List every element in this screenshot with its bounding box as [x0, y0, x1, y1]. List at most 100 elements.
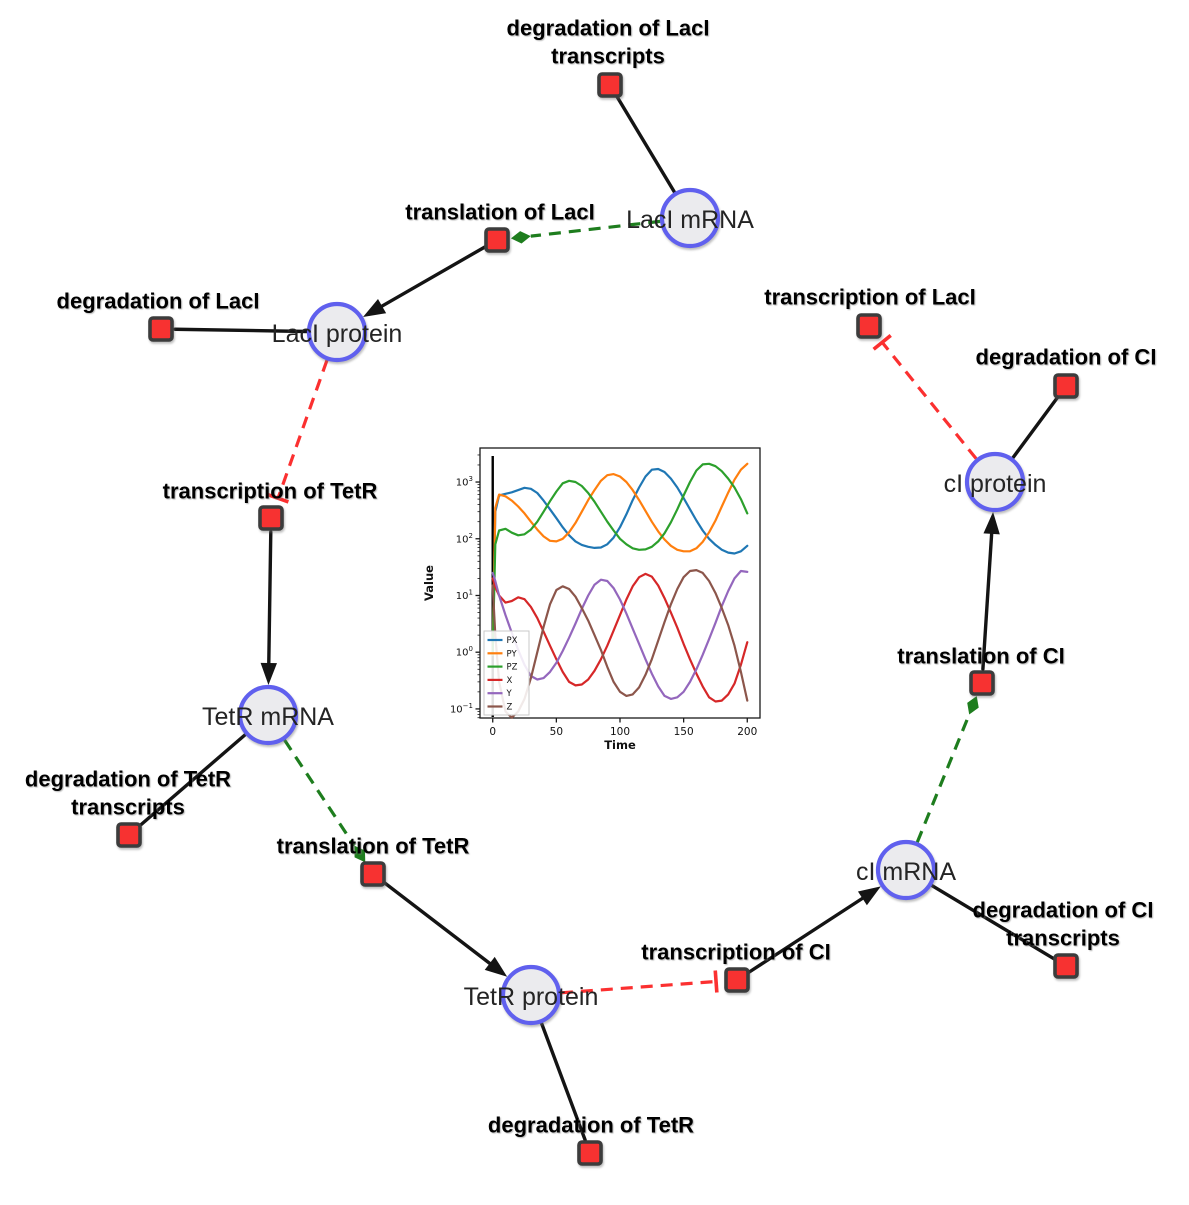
diamond-arrowhead-icon — [967, 695, 979, 715]
chart: 0 50 100 150 20010−1100101102103TimeValuePXP… — [422, 428, 777, 770]
tbar-inhibition-icon — [267, 492, 289, 504]
series-line-Z — [491, 569, 749, 719]
series-line-X — [491, 572, 749, 703]
arrowhead-icon — [484, 956, 508, 977]
x-tick-label: 0 — [489, 726, 496, 738]
arrowhead-icon — [983, 511, 1000, 535]
tbar-inhibition-icon — [713, 970, 719, 993]
edge-production-translation-of-laci — [363, 245, 487, 318]
reaction-label-degradation-of-tetr-transcripts: transcripts — [71, 795, 185, 820]
species-node-laci-mrna — [659, 187, 721, 249]
edge-consumption-degradation-of-tetr-transcripts — [137, 732, 247, 828]
chart-legend: PX PY PZ XYZ — [483, 630, 530, 716]
species-node-laci-protein — [306, 301, 368, 363]
edge-consumption-degradation-of-ci-transcripts — [930, 883, 1056, 961]
edge-consumption-degradation-of-laci — [173, 327, 309, 334]
reaction-label-degradation-of-tetr-transcripts: degradation of TetR — [25, 767, 231, 792]
series-line-Y — [491, 569, 749, 700]
edge-production-translation-of-tetr — [382, 880, 508, 977]
reaction-label-translation-of-ci: translation of CI — [897, 644, 1064, 669]
reaction-label-translation-of-tetr: translation of TetR — [277, 834, 470, 859]
edge-consumption-degradation-of-laci-transcripts — [615, 95, 677, 194]
reaction-node-degradation-of-laci — [148, 316, 174, 342]
edge-inhibition-transcription-of-ci — [560, 970, 719, 995]
reaction-node-transcription-of-laci — [856, 313, 882, 339]
reaction-node-translation-of-laci — [484, 227, 510, 253]
reaction-label-degradation-of-laci-transcripts: degradation of LacI — [507, 16, 710, 41]
species-node-tetr-protein — [500, 964, 562, 1026]
legend-label: Y — [506, 689, 513, 699]
x-tick-label: 50 — [550, 726, 563, 738]
reaction-label-degradation-of-ci: degradation of CI — [976, 345, 1157, 370]
edge-consumption-degradation-of-tetr — [539, 1021, 587, 1142]
x-tick-label: 100 — [610, 726, 630, 738]
y-tick-label: 100 — [456, 645, 473, 659]
x-axis-label: Time — [604, 738, 636, 752]
series-line-PX — [491, 467, 749, 656]
legend-label: Z — [507, 703, 513, 713]
series-line-PZ — [491, 462, 749, 656]
reaction-node-transcription-of-ci — [724, 967, 750, 993]
reaction-node-degradation-of-tetr-transcripts — [116, 822, 142, 848]
reaction-node-degradation-of-ci-transcripts — [1053, 953, 1079, 979]
reaction-label-degradation-of-ci-transcripts: degradation of CI — [973, 898, 1154, 923]
x-axis: 0 50 100 150 200 — [489, 718, 757, 738]
reaction-label-degradation-of-laci: degradation of LacI — [57, 289, 260, 314]
species-node-layer — [237, 187, 1026, 1026]
tbar-inhibition-icon — [872, 334, 892, 351]
arrowhead-icon — [260, 662, 277, 686]
reaction-node-transcription-of-tetr — [258, 505, 284, 531]
species-label-laci-mrna: LacI mRNA — [626, 206, 754, 234]
edge-activation-translation-of-ci — [915, 695, 979, 843]
x-tick-label: 150 — [674, 726, 694, 738]
y-tick-label: 102 — [456, 532, 473, 546]
edge-layer — [137, 95, 1060, 1142]
species-node-ci-mrna — [875, 839, 937, 901]
diamond-arrowhead-icon — [354, 845, 366, 863]
arrowhead-icon — [857, 886, 881, 906]
reaction-label-transcription-of-tetr: transcription of TetR — [163, 479, 378, 504]
legend-box — [483, 630, 530, 716]
species-label-laci-protein: LacI protein — [272, 320, 403, 348]
reaction-label-degradation-of-ci-transcripts: transcripts — [1006, 926, 1120, 951]
reaction-node-translation-of-tetr — [360, 861, 386, 887]
reaction-label-transcription-of-ci: transcription of CI — [641, 940, 830, 965]
legend-label: PY — [507, 649, 518, 659]
x-tick-label: 200 — [737, 726, 757, 738]
series-line-PY — [491, 462, 749, 656]
edge-production-translation-of-ci — [981, 511, 1000, 671]
y-tick-label: 10−1 — [450, 702, 473, 716]
species-label-tetr-mrna: TetR mRNA — [202, 703, 334, 731]
y-axis: 10−1 100 101 102 103 — [450, 454, 480, 719]
species-label-tetr-protein: TetR protein — [464, 983, 599, 1011]
species-label-ci-mrna: cI mRNA — [856, 858, 956, 886]
species-label-ci-protein: cI protein — [944, 470, 1047, 498]
reaction-node-degradation-of-tetr — [577, 1140, 603, 1166]
species-node-tetr-mrna — [237, 684, 299, 746]
legend-label: PX — [507, 636, 518, 646]
reaction-node-translation-of-ci — [969, 670, 995, 696]
edge-inhibition-transcription-of-laci — [872, 334, 978, 460]
legend-label: X — [507, 676, 513, 686]
edge-inhibition-transcription-of-tetr — [267, 359, 329, 504]
arrowhead-icon — [363, 298, 387, 318]
reaction-node-degradation-of-laci-transcripts — [597, 72, 623, 98]
y-tick-label: 101 — [456, 588, 473, 602]
reaction-node-layer — [116, 72, 1079, 1166]
label-layer: degradation of LacI transcripts translatio… — [25, 16, 1157, 1138]
edge-production-transcription-of-ci — [747, 886, 881, 975]
reaction-label-transcription-of-laci: transcription of LacI — [764, 285, 975, 310]
reaction-label-degradation-of-laci-transcripts: transcripts — [551, 44, 665, 69]
edge-activation-translation-of-laci — [510, 219, 661, 244]
reaction-label-translation-of-laci: translation of LacI — [405, 200, 594, 225]
edge-consumption-degradation-of-ci — [1011, 395, 1060, 460]
y-tick-label: 103 — [456, 475, 473, 489]
legend-label: PZ — [507, 663, 518, 673]
reaction-label-degradation-of-tetr: degradation of TetR — [488, 1113, 694, 1138]
edge-activation-translation-of-tetr — [283, 739, 366, 863]
edge-production-transcription-of-tetr — [260, 530, 277, 686]
y-axis-label: Value — [422, 565, 436, 601]
species-node-ci-protein — [964, 451, 1026, 513]
